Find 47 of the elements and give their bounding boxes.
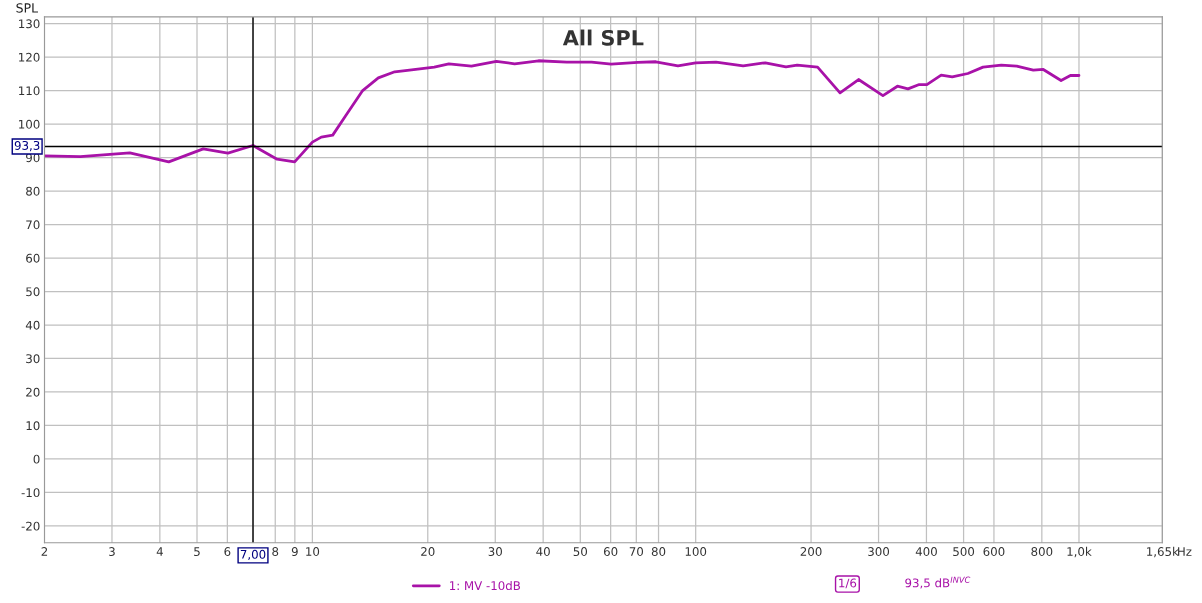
x-tick-label: 20: [421, 547, 435, 556]
x-tick-label: 60: [603, 547, 618, 556]
x-tick-label: 70: [629, 547, 644, 556]
x-tick-label: 9: [291, 547, 298, 556]
y-axis-title: SPL: [16, 3, 38, 13]
x-tick-label: 1,65k: [1147, 546, 1179, 558]
y-tick-label: 70: [26, 220, 40, 230]
ref-line-label: 7,00: [240, 549, 266, 560]
ref-line-label: 93,3: [14, 140, 40, 152]
x-tick-label: 4: [156, 547, 163, 556]
x-tick-label: 2: [41, 547, 48, 556]
x-tick-label: 30: [488, 547, 502, 556]
x-tick-label: 200: [800, 547, 822, 556]
text: 1/6: [839, 578, 857, 589]
legend-label: 1: MV -10dB: [450, 580, 521, 591]
x-axis-title: Hz: [1178, 547, 1192, 556]
y-tick-label: 120: [19, 52, 40, 62]
x-tick-label: 500: [953, 547, 975, 556]
y-tick-label: 10: [26, 421, 40, 431]
x-tick-label: 10: [306, 547, 320, 556]
y-tick-label: 40: [25, 320, 40, 330]
x-tick-label: 50: [573, 547, 588, 556]
y-tick-label: 130: [19, 19, 40, 29]
x-tick-label: 100: [685, 547, 707, 556]
y-tick-label: -10: [21, 488, 40, 498]
y-tick-label: 60: [26, 253, 40, 263]
y-tick-label: 110: [19, 86, 40, 96]
x-tick-label: 3: [109, 547, 115, 556]
y-tick-label: 20: [26, 387, 40, 397]
y-tick-label: 0: [33, 454, 40, 464]
y-tick-label: -20: [21, 521, 40, 531]
x-tick-label: 6: [224, 547, 231, 556]
x-tick-label: 600: [983, 547, 1005, 556]
chart-title: All SPL: [562, 29, 644, 46]
x-tick-label: 5: [194, 547, 200, 556]
y-tick-label: 30: [26, 354, 40, 364]
x-tick-label: 1,0k: [1067, 546, 1092, 558]
y-tick-label: 100: [19, 119, 40, 129]
x-tick-label: 80: [651, 547, 666, 556]
x-tick-label: 400: [915, 547, 937, 556]
text: 93,5 dB$^{INVC}$: [905, 576, 971, 589]
x-tick-label: 800: [1031, 547, 1053, 556]
x-tick-label: 40: [536, 547, 550, 556]
x-tick-label: 300: [868, 547, 890, 556]
x-tick-label: 8: [272, 547, 279, 556]
y-tick-label: 50: [26, 287, 40, 297]
y-tick-label: 80: [26, 186, 40, 196]
